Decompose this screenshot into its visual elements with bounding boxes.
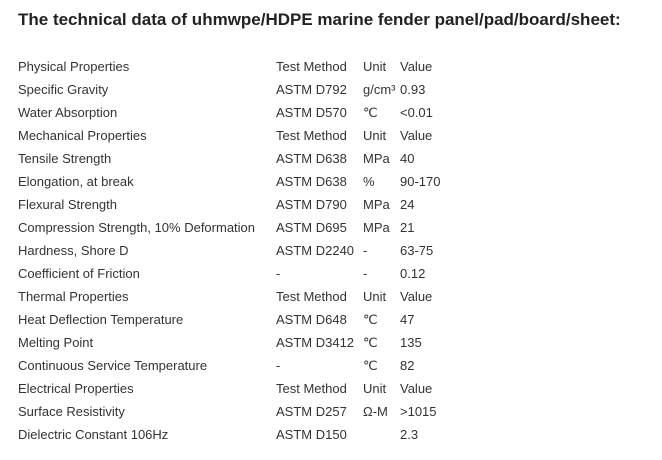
unit-cell: Unit [363, 289, 387, 304]
property-cell: Physical Properties [18, 59, 130, 74]
unit-cell: - [363, 266, 368, 281]
test-method-cell: Test Method [276, 59, 347, 74]
value-cell: 24 [400, 197, 415, 212]
property-cell: Flexural Strength [18, 197, 117, 212]
property-cell: Specific Gravity [18, 82, 109, 97]
value-cell: 40 [400, 151, 415, 166]
value-cell: 2.3 [400, 427, 419, 442]
value-cell: 0.93 [400, 82, 426, 97]
test-method-cell: ASTM D792 [276, 82, 347, 97]
test-method-cell: ASTM D648 [276, 312, 347, 327]
value-cell: 47 [400, 312, 415, 327]
value-cell: Value [400, 128, 433, 143]
property-cell: Water Absorption [18, 105, 118, 120]
value-cell: 21 [400, 220, 415, 235]
test-method-cell: Test Method [276, 128, 347, 143]
unit-cell: % [363, 174, 375, 189]
unit-cell: MPa [363, 220, 390, 235]
property-cell: Tensile Strength [18, 151, 112, 166]
unit-cell: ℃ [363, 312, 378, 327]
value-cell: 135 [400, 335, 422, 350]
value-cell: Value [400, 289, 433, 304]
test-method-cell: ASTM D150 [276, 427, 347, 442]
property-cell: Electrical Properties [18, 381, 134, 396]
test-method-cell: ASTM D570 [276, 105, 347, 120]
property-cell: Continuous Service Temperature [18, 358, 208, 373]
unit-cell: Unit [363, 128, 387, 143]
value-cell: <0.01 [400, 105, 433, 120]
test-method-cell: - [276, 358, 281, 373]
property-cell: Coefficient of Friction [18, 266, 140, 281]
test-method-cell: ASTM D638 [276, 151, 347, 166]
property-cell: Dielectric Constant 106Hz [18, 427, 169, 442]
test-method-cell: Test Method [276, 289, 347, 304]
value-cell: 90-170 [400, 174, 441, 189]
unit-cell: ℃ [363, 358, 378, 373]
test-method-cell: ASTM D790 [276, 197, 347, 212]
property-cell: Heat Deflection Temperature [18, 312, 184, 327]
property-cell: Elongation, at break [18, 174, 134, 189]
value-cell: 63-75 [400, 243, 434, 258]
unit-cell: ℃ [363, 335, 378, 350]
title: The technical data of uhmwpe/HDPE marine… [18, 10, 621, 29]
property-cell: Mechanical Properties [18, 128, 147, 143]
test-method-cell: ASTM D695 [276, 220, 347, 235]
value-cell: 0.12 [400, 266, 426, 281]
test-method-cell: Test Method [276, 381, 347, 396]
unit-cell: g/cm³ [363, 82, 396, 97]
unit-cell: ℃ [363, 105, 378, 120]
property-cell: Thermal Properties [18, 289, 129, 304]
unit-cell: MPa [363, 197, 390, 212]
test-method-cell: - [276, 266, 281, 281]
test-method-cell: ASTM D638 [276, 174, 347, 189]
test-method-cell: ASTM D2240 [276, 243, 355, 258]
unit-cell: Unit [363, 59, 387, 74]
property-cell: Compression Strength, 10% Deformation [18, 220, 256, 235]
value-cell: >1015 [400, 404, 437, 419]
value-cell: Value [400, 381, 433, 396]
value-cell: 82 [400, 358, 415, 373]
test-method-cell: ASTM D3412 [276, 335, 355, 350]
property-cell: Surface Resistivity [18, 404, 125, 419]
unit-cell: MPa [363, 151, 390, 166]
unit-cell: - [363, 243, 368, 258]
unit-cell: Unit [363, 381, 387, 396]
property-cell: Melting Point [18, 335, 94, 350]
property-cell: Hardness, Shore D [18, 243, 129, 258]
unit-cell: Ω-M [363, 404, 388, 419]
test-method-cell: ASTM D257 [276, 404, 347, 419]
value-cell: Value [400, 59, 433, 74]
